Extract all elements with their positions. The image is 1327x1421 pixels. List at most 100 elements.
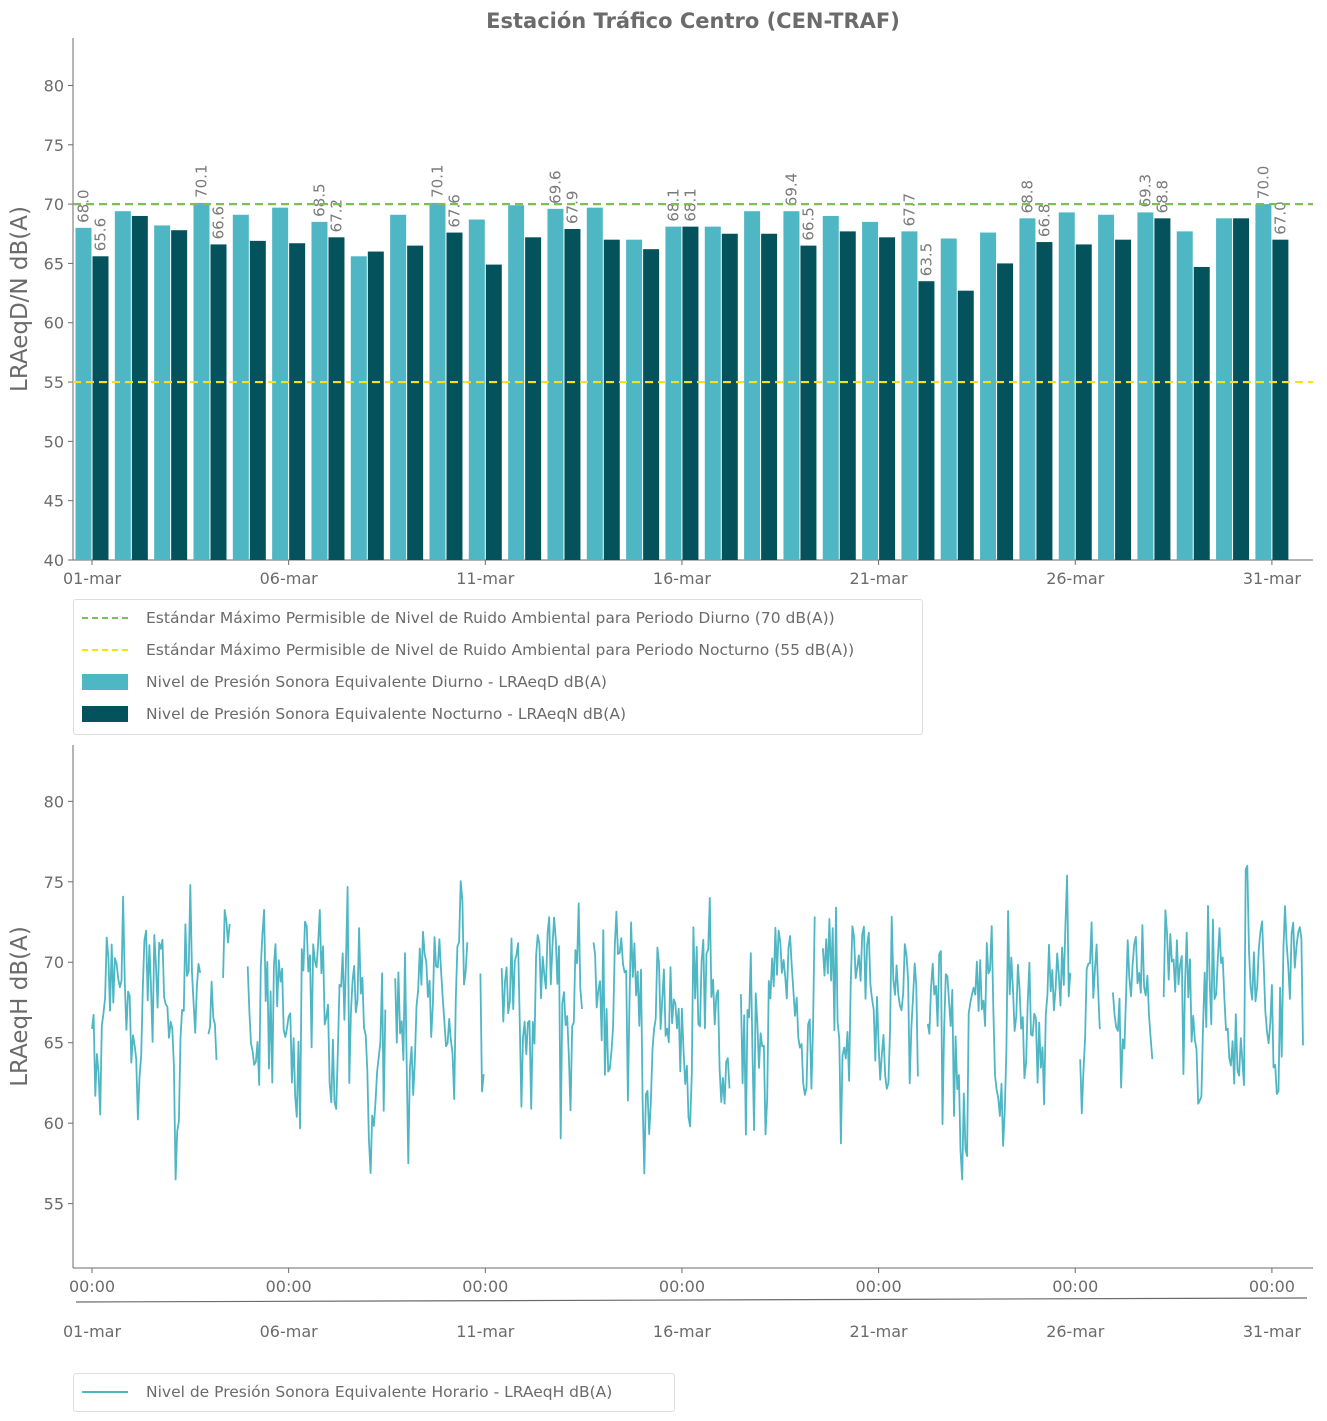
bar-nocturno <box>446 232 463 560</box>
data-label-nocturno: 68.8 <box>1153 180 1171 213</box>
y-tick-label: 50 <box>44 432 64 451</box>
data-label-diurno: 70.0 <box>1254 166 1272 199</box>
y-tick-label: 60 <box>44 314 64 333</box>
bar-nocturno <box>1036 242 1053 560</box>
legend-std-diurno-symbol <box>82 610 128 626</box>
bar-nocturno <box>564 229 581 560</box>
bar-nocturno <box>643 249 660 560</box>
x-tick-label-date: 11-mar <box>456 1322 515 1341</box>
x-tick-label: 16-mar <box>653 569 712 588</box>
bar-nocturno <box>682 226 699 560</box>
x-tick-label-date: 26-mar <box>1046 1322 1105 1341</box>
bar-chart-legend: Estándar Máximo Permisible de Nivel de R… <box>73 599 923 735</box>
data-label-nocturno: 63.5 <box>917 243 935 276</box>
bar-diurno <box>1137 212 1154 561</box>
y-tick-label: 65 <box>44 1034 64 1053</box>
y-tick-label: 80 <box>44 792 64 811</box>
legend-std-diurno-label: Estándar Máximo Permisible de Nivel de R… <box>146 609 835 627</box>
data-label-nocturno: 65.6 <box>92 218 110 251</box>
legend-diurno-label: Nivel de Presión Sonora Equivalente Diur… <box>146 673 607 691</box>
date-axis-separator <box>75 1297 1308 1303</box>
legend-diurno-symbol <box>82 674 128 690</box>
bar-nocturno <box>603 239 620 560</box>
x-tick-label: 26-mar <box>1046 569 1105 588</box>
bar-nocturno <box>918 281 935 560</box>
x-tick-label-date: 31-mar <box>1243 1322 1302 1341</box>
x-tick-label: 21-mar <box>850 569 909 588</box>
y-tick-label: 55 <box>44 1195 64 1214</box>
bar-nocturno <box>328 237 345 561</box>
data-label-diurno: 70.1 <box>428 164 446 197</box>
y-tick-label: 70 <box>44 195 64 214</box>
x-tick-label-date: 06-mar <box>260 1322 319 1341</box>
bar-nocturno <box>721 233 738 560</box>
x-tick-label-time: 00:00 <box>659 1277 705 1296</box>
bar-diurno <box>272 207 289 560</box>
data-label-diurno: 69.4 <box>782 173 800 206</box>
bar-nocturno <box>171 230 188 560</box>
bar-diurno <box>547 208 564 560</box>
data-label-diurno: 69.3 <box>1136 174 1154 207</box>
bar-diurno <box>704 226 721 560</box>
bar-diurno <box>1019 218 1036 560</box>
bar-nocturno <box>1075 244 1092 560</box>
data-label-diurno: 69.6 <box>546 170 564 203</box>
bar-diurno <box>940 238 957 560</box>
bar-nocturno <box>800 245 817 560</box>
bar-diurno <box>114 211 131 560</box>
y-tick-label: 80 <box>44 76 64 95</box>
bar-diurno <box>1058 212 1075 561</box>
hourly-series-line <box>91 864 1304 1181</box>
bar-nocturno <box>210 244 227 560</box>
x-tick-label-time: 00:00 <box>1249 1277 1295 1296</box>
bar-nocturno <box>839 231 856 561</box>
y-axis-label: LRAeqH dB(A) <box>7 926 33 1087</box>
legend-nocturno-label: Nivel de Presión Sonora Equivalente Noct… <box>146 705 627 723</box>
x-tick-label-time: 00:00 <box>856 1277 902 1296</box>
x-tick-label-time: 00:00 <box>462 1277 508 1296</box>
y-tick-label: 70 <box>44 953 64 972</box>
bar-diurno <box>311 221 328 561</box>
y-tick-label: 65 <box>44 254 64 273</box>
bar-diurno <box>626 239 643 560</box>
data-label-nocturno: 67.9 <box>563 191 581 224</box>
bar-diurno <box>980 232 997 560</box>
y-tick-label: 75 <box>44 136 64 155</box>
bar-nocturno <box>249 240 266 561</box>
legend-nocturno-symbol <box>82 706 128 722</box>
bar-nocturno <box>367 251 384 560</box>
legend-std-nocturno-label: Estándar Máximo Permisible de Nivel de R… <box>146 641 855 659</box>
bar-nocturno <box>1272 239 1289 560</box>
y-tick-label: 60 <box>44 1114 64 1133</box>
x-tick-label-time: 00:00 <box>266 1277 312 1296</box>
bar-diurno <box>1176 231 1193 561</box>
x-tick-label: 01-mar <box>63 569 122 588</box>
bar-nocturno <box>1193 266 1210 560</box>
bar-nocturno <box>485 264 502 560</box>
bar-diurno <box>1098 214 1115 560</box>
x-tick-label-date: 16-mar <box>653 1322 712 1341</box>
data-label-diurno: 68.0 <box>75 189 93 222</box>
data-label-nocturno: 67.0 <box>1271 201 1289 234</box>
daily-bar-chart: 40 45 50 55 60 65 70 75 80 LRAeqD/N dB(A) 01-mar 06… <box>7 38 1313 588</box>
bar-diurno <box>350 256 367 560</box>
legend-hourly-symbol <box>82 1384 128 1400</box>
line-chart-legend: Nivel de Presión Sonora Equivalente Hora… <box>73 1373 675 1412</box>
bar-diurno <box>665 226 682 560</box>
bar-diurno <box>390 214 407 560</box>
bar-nocturno <box>1233 218 1250 560</box>
bar-diurno <box>468 219 485 560</box>
bar-nocturno <box>879 237 896 561</box>
x-tick-label: 06-mar <box>260 569 319 588</box>
bar-diurno <box>822 215 839 561</box>
chart-title: Estación Tráfico Centro (CEN-TRAF) <box>486 9 900 33</box>
bar-diurno <box>862 221 879 561</box>
bar-nocturno <box>997 263 1014 560</box>
data-label-diurno: 67.7 <box>900 193 918 226</box>
data-label-diurno: 68.8 <box>1018 180 1036 213</box>
bar-diurno <box>901 231 918 561</box>
bar-diurno <box>586 207 603 560</box>
data-label-nocturno: 67.2 <box>327 199 345 232</box>
bar-diurno <box>232 214 249 560</box>
